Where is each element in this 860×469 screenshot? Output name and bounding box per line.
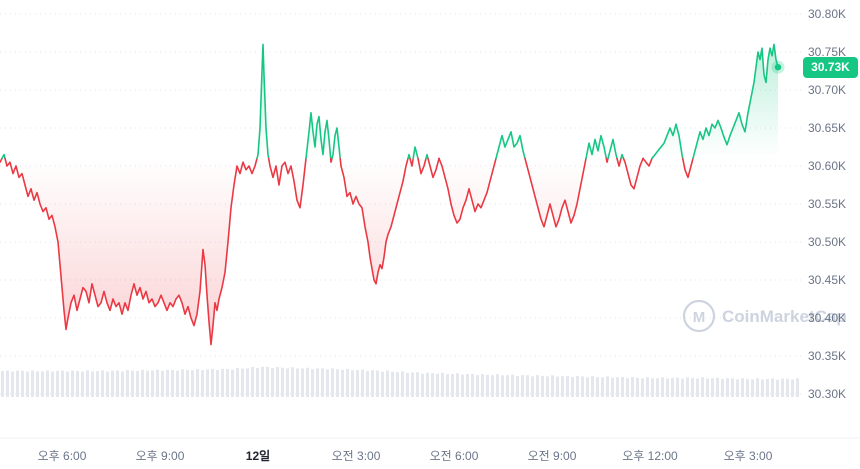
y-axis-label: 30.55K — [808, 197, 847, 211]
x-axis-label: 오전 3:00 — [331, 449, 381, 463]
x-axis-label: 오전 6:00 — [429, 449, 479, 463]
watermark-text: CoinMarketCap — [722, 307, 847, 326]
x-axis-label: 오후 3:00 — [723, 449, 773, 463]
y-axis-label: 30.75K — [808, 45, 847, 59]
y-axis-label: 30.35K — [808, 349, 847, 363]
price-line — [0, 43, 779, 346]
svg-text:M: M — [693, 309, 706, 326]
coinmarketcap-logo-icon — [682, 299, 716, 333]
y-axis-label: 30.70K — [808, 83, 847, 97]
y-axis-label: 30.80K — [808, 7, 847, 21]
x-axis-label: 오후 6:00 — [37, 449, 87, 463]
last-price-dot-core — [774, 63, 782, 71]
y-axis-label: 30.45K — [808, 273, 847, 287]
current-price-badge: 30.73K — [803, 56, 858, 78]
x-axis-label: 오후 9:00 — [135, 449, 185, 463]
y-axis-label: 30.40K — [808, 311, 847, 325]
price-area-fill — [0, 44, 778, 345]
y-axis-label: 30.50K — [808, 235, 847, 249]
x-axis-label: 오전 9:00 — [527, 449, 577, 463]
coinmarketcap-watermark: M CoinMarketCap — [682, 299, 847, 333]
y-axis-label: 30.65K — [808, 121, 847, 135]
x-axis-label: 12일 — [245, 449, 271, 463]
y-axis-label: 30.30K — [808, 387, 847, 401]
y-axis-label: 30.60K — [808, 159, 847, 173]
x-axis-label: 오후 12:00 — [622, 449, 678, 463]
volume-bars — [1, 366, 799, 397]
